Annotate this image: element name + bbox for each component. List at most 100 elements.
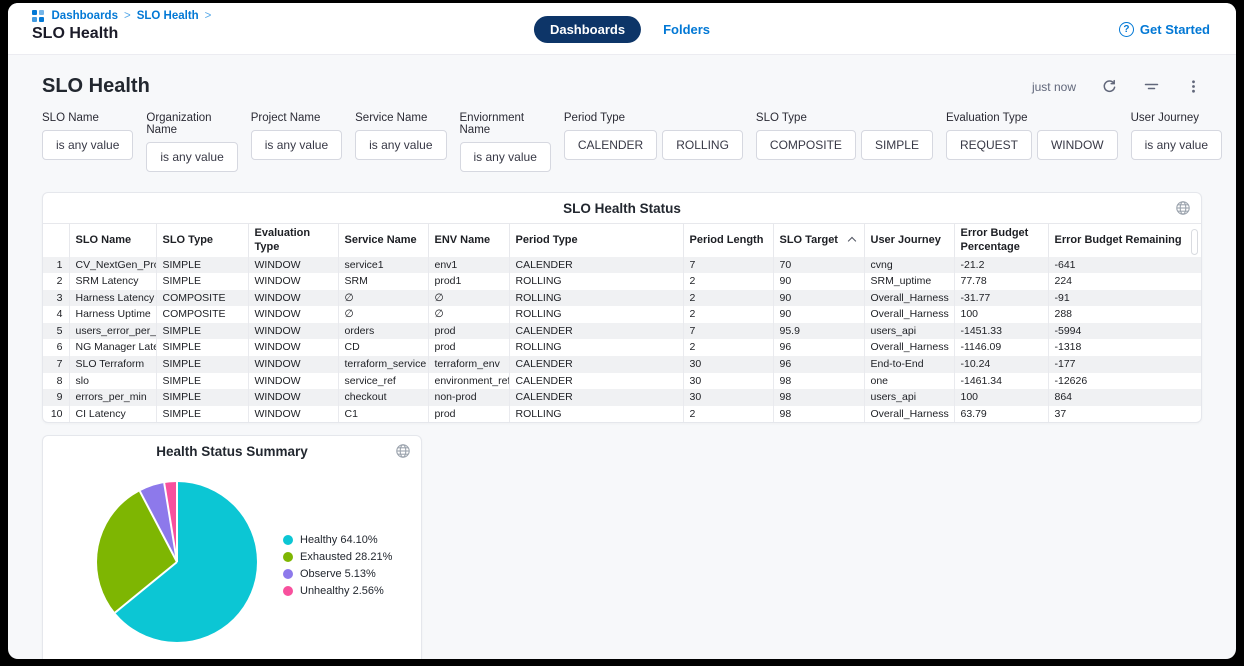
table-row[interactable]: 8 slo SIMPLE WINDOW service_ref environm…: [43, 372, 1201, 390]
cell-env-name: environment_ref: [428, 372, 510, 390]
cell-service-name: checkout: [338, 389, 429, 406]
legend-label: Healthy 64.10%: [300, 534, 378, 547]
dashboard-title: SLO Health: [42, 75, 150, 97]
breadcrumb-slo-health-link[interactable]: SLO Health: [136, 10, 199, 22]
legend-item[interactable]: Exhausted 28.21%: [283, 551, 392, 563]
cell-slo-target: 90: [773, 273, 865, 290]
page-title: SLO Health: [32, 25, 119, 42]
filter-group: Service Name is any value: [355, 112, 447, 172]
cell-service-name: ∅: [338, 289, 429, 307]
help-question-icon: ?: [1118, 22, 1134, 37]
cell-slo-target: 98: [773, 389, 865, 406]
refresh-icon[interactable]: [1100, 78, 1118, 96]
cell-slo-name: CI Latency: [69, 405, 157, 423]
table-row[interactable]: 1 CV_NextGen_Prod SIMPLE WINDOW service1…: [43, 256, 1201, 274]
cell-evaluation-type: WINDOW: [248, 389, 339, 406]
column-header[interactable]: Error Budget Remaining: [1048, 223, 1201, 257]
cell-error-budget-remaining: -177: [1048, 356, 1201, 373]
cell-evaluation-type: WINDOW: [248, 339, 339, 357]
table-row[interactable]: 5 users_error_per_min SIMPLE WINDOW orde…: [43, 322, 1201, 340]
filter-group: Organization Name is any value: [146, 112, 238, 172]
table-row[interactable]: 9 errors_per_min SIMPLE WINDOW checkout …: [43, 389, 1201, 406]
cell-slo-target: 96: [773, 356, 865, 373]
cell-slo-type: SIMPLE: [156, 273, 249, 290]
filter-value-button[interactable]: is any value: [355, 130, 447, 160]
filter-value-button[interactable]: WINDOW: [1036, 130, 1118, 160]
row-number: 5: [43, 322, 70, 340]
health-status-pie-chart[interactable]: [97, 482, 257, 643]
row-number: 7: [43, 356, 70, 373]
view-tabs: Dashboards Folders: [533, 16, 711, 43]
get-started-link[interactable]: ? Get Started: [1118, 22, 1210, 37]
breadcrumb-separator: >: [123, 10, 131, 22]
cell-period-type: CALENDER: [509, 322, 684, 340]
cell-env-name: ∅: [428, 306, 510, 323]
table-row[interactable]: 3 Harness Latency COMPOSITE WINDOW ∅ ∅ R…: [43, 289, 1201, 307]
tab-dashboards[interactable]: Dashboards: [533, 16, 642, 43]
cell-service-name: ∅: [338, 306, 429, 323]
table-row[interactable]: 6 NG Manager Latency SIMPLE WINDOW CD pr…: [43, 339, 1201, 357]
legend-item[interactable]: Observe 5.13%: [283, 568, 392, 580]
column-header[interactable]: Period Type: [509, 223, 684, 257]
column-header-label: SLO Target: [779, 234, 838, 247]
cell-error-budget-percentage: -1461.34: [954, 372, 1049, 390]
legend-color-dot: [283, 586, 293, 597]
dashboards-grid-icon: [32, 10, 44, 22]
filter-label: SLO Type: [755, 112, 807, 124]
filter-group: Enviornment Name is any value: [459, 112, 551, 172]
table-row[interactable]: 10 CI Latency SIMPLE WINDOW C1 prod ROLL…: [43, 405, 1201, 423]
cell-slo-type: SIMPLE: [156, 389, 249, 406]
cell-service-name: C1: [338, 405, 429, 423]
filter-value-button[interactable]: is any value: [459, 142, 551, 172]
cell-env-name: terraform_env: [428, 356, 510, 373]
legend-item[interactable]: Healthy 64.10%: [283, 534, 392, 546]
pie-slice-separator: [114, 561, 178, 614]
cell-error-budget-percentage: -10.24: [954, 356, 1049, 373]
cell-slo-type: SIMPLE: [156, 372, 249, 390]
explore-globe-icon[interactable]: [1175, 200, 1191, 221]
more-options-kebab-icon[interactable]: [1184, 78, 1202, 96]
filter-value-button[interactable]: is any value: [1130, 130, 1222, 160]
cell-slo-name: SLO Terraform: [69, 356, 157, 373]
column-header[interactable]: Service Name: [338, 223, 429, 257]
cell-period-type: CALENDER: [509, 356, 684, 373]
column-header[interactable]: Error Budget Percentage: [954, 223, 1049, 257]
cell-service-name: service1: [338, 256, 429, 274]
column-header-sorted[interactable]: SLO Target: [773, 223, 865, 257]
cell-evaluation-type: WINDOW: [248, 306, 339, 323]
table-title: SLO Health Status: [563, 200, 681, 216]
filter-value-button[interactable]: CALENDER: [563, 130, 658, 160]
column-header[interactable]: SLO Name: [69, 223, 157, 257]
filter-value-button[interactable]: SIMPLE: [860, 130, 933, 160]
table-row[interactable]: 7 SLO Terraform SIMPLE WINDOW terraform_…: [43, 356, 1201, 373]
cell-error-budget-percentage: -1451.33: [954, 322, 1049, 340]
get-started-label: Get Started: [1139, 22, 1210, 37]
table-row[interactable]: 4 Harness Uptime COMPOSITE WINDOW ∅ ∅ RO…: [43, 306, 1201, 323]
column-header[interactable]: Evaluation Type: [248, 223, 339, 257]
filter-value-button[interactable]: is any value: [250, 130, 343, 160]
cell-slo-name: Harness Uptime: [69, 306, 157, 323]
cell-slo-name: users_error_per_min: [69, 322, 157, 340]
cell-error-budget-percentage: 77.78: [954, 273, 1049, 290]
column-header[interactable]: Period Length: [683, 223, 774, 257]
cell-evaluation-type: WINDOW: [248, 372, 339, 390]
filter-label: Organization Name: [146, 112, 212, 136]
legend-item[interactable]: Unhealthy 2.56%: [283, 585, 392, 597]
filter-value-button[interactable]: is any value: [42, 130, 134, 160]
table-row[interactable]: 2 SRM Latency SIMPLE WINDOW SRM prod1 RO…: [43, 273, 1201, 290]
breadcrumb-dashboards-link[interactable]: Dashboards: [51, 10, 118, 22]
column-header[interactable]: ENV Name: [428, 223, 510, 257]
column-header[interactable]: SLO Type: [156, 223, 249, 257]
tab-folders[interactable]: Folders: [663, 22, 711, 37]
column-header[interactable]: User Journey: [864, 223, 955, 257]
filter-value-button[interactable]: REQUEST: [945, 130, 1032, 160]
row-number: 10: [43, 405, 70, 423]
row-number: 8: [43, 372, 70, 390]
filter-value-button[interactable]: is any value: [146, 142, 238, 172]
explore-globe-icon[interactable]: [395, 443, 411, 464]
filter-value-button[interactable]: ROLLING: [662, 130, 743, 160]
cell-error-budget-percentage: 100: [954, 306, 1049, 323]
breadcrumb: Dashboards > SLO Health >: [32, 10, 211, 22]
filter-icon[interactable]: [1142, 78, 1160, 96]
filter-value-button[interactable]: COMPOSITE: [755, 130, 856, 160]
